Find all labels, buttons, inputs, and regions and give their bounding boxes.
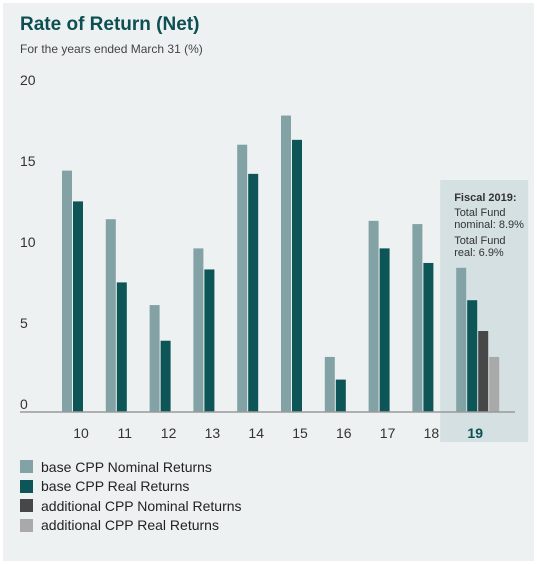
x-tick-label: 19 [467,425,483,441]
x-tick-label: 14 [248,425,264,441]
highlight-note-line: Total Fund [454,207,505,219]
bar [379,248,390,412]
y-tick-label: 5 [20,315,28,331]
bar [105,219,116,412]
chart-legend: base CPP Nominal Returns base CPP Real Re… [20,457,242,535]
x-tick-label: 15 [292,425,308,441]
bar [204,269,215,412]
legend-label: additional CPP Real Returns [41,517,219,534]
bar [237,144,248,412]
x-tick-label: 12 [161,425,177,441]
x-tick-label: 11 [118,425,133,441]
x-tick-label: 13 [205,425,221,441]
bar [423,262,434,412]
legend-swatch [20,460,33,474]
highlight-note-line: Total Fund [454,235,505,247]
y-tick-label: 0 [20,396,28,412]
bar [489,356,500,412]
bar [281,115,291,412]
bar [478,331,489,412]
bar [62,170,72,412]
bar [456,267,467,412]
highlight-note-title: Fiscal 2019: [454,192,516,204]
chart-title: Rate of Return (Net) [20,14,200,35]
legend-swatch [20,499,33,513]
bar [335,379,346,412]
bar [412,224,423,412]
legend-item: base CPP Nominal Returns [20,457,242,477]
y-tick-label: 10 [20,234,36,250]
x-tick-label: 18 [424,425,440,441]
bar [467,300,478,412]
bar [292,139,302,412]
legend-item: base CPP Real Returns [20,477,242,497]
bar [160,340,171,412]
legend-label: base CPP Nominal Returns [41,458,212,475]
y-tick-label: 20 [20,72,36,88]
legend-item: additional CPP Real Returns [20,516,242,536]
bar [368,220,379,412]
x-tick-label: 16 [336,425,352,441]
x-tick-label: 17 [380,425,396,441]
bar [193,248,204,412]
legend-swatch [20,518,33,532]
highlight-note-line: real: 6.9% [454,247,504,259]
bar [149,305,160,412]
legend-swatch [20,479,33,493]
y-tick-label: 15 [20,153,36,169]
bar [73,201,83,412]
legend-label: base CPP Real Returns [41,478,190,495]
legend-label: additional CPP Nominal Returns [41,497,242,514]
chart-subtitle: For the years ended March 31 (%) [20,42,203,56]
highlight-note-line: nominal: 8.9% [454,219,524,231]
bar [116,282,127,412]
bar [248,173,259,412]
bar [324,356,335,412]
x-tick-label: 10 [73,425,89,441]
legend-item: additional CPP Nominal Returns [20,496,242,516]
